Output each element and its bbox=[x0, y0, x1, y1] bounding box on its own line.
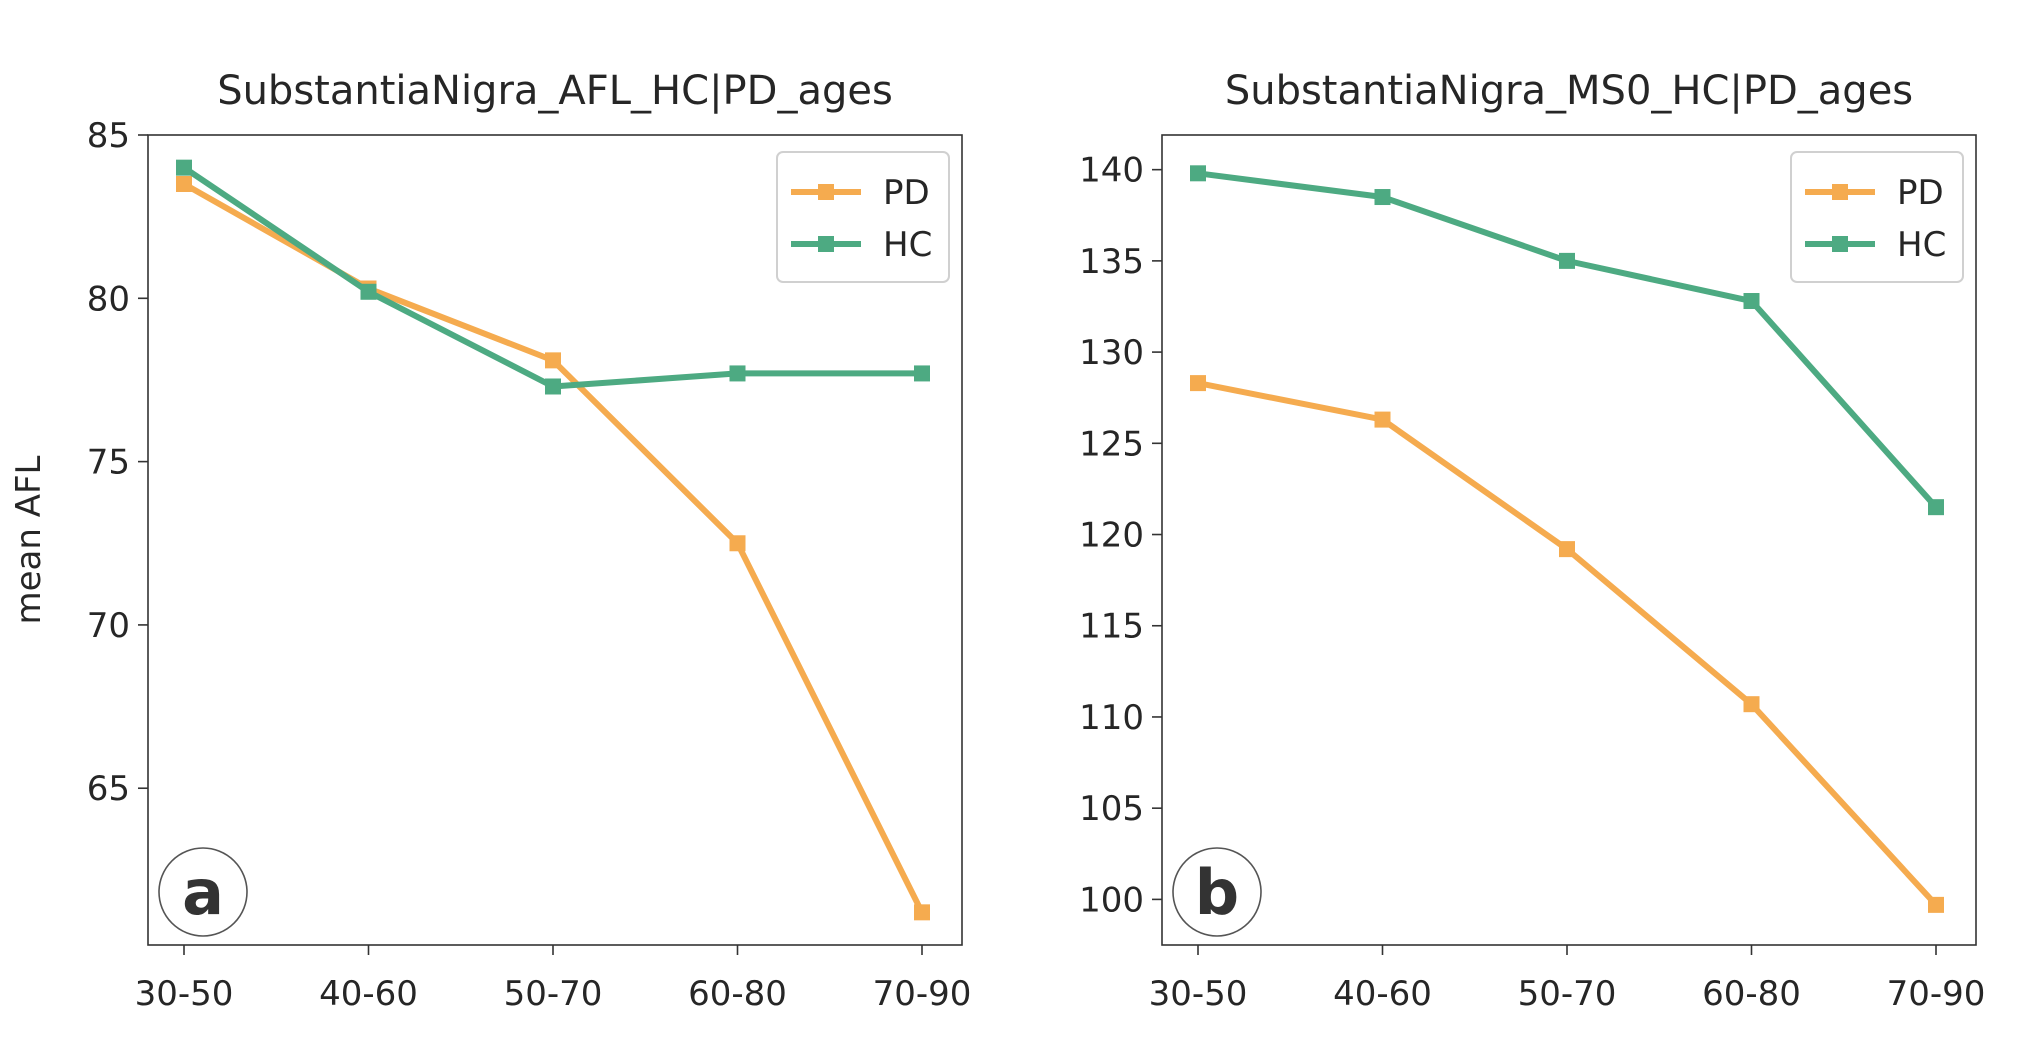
y-tick-label: 85 bbox=[87, 116, 130, 156]
x-tick-label: 60-80 bbox=[1702, 974, 1801, 1014]
x-tick-label: 30-50 bbox=[135, 974, 234, 1014]
y-tick-label: 100 bbox=[1079, 880, 1144, 920]
y-tick-label: 105 bbox=[1079, 789, 1144, 829]
y-tick-label: 135 bbox=[1079, 242, 1144, 282]
data-point-hc bbox=[1190, 165, 1206, 182]
data-point-hc bbox=[1928, 499, 1944, 516]
x-tick-label: 60-80 bbox=[688, 974, 787, 1014]
legend-label-pd: PD bbox=[883, 173, 930, 213]
x-tick-label: 50-70 bbox=[504, 974, 603, 1014]
y-axis-label: mean AFL bbox=[9, 455, 49, 624]
chart-panel-a: SubstantiaNigra_AFL_HC|PD_ages 65 70 75 80 85… bbox=[9, 68, 971, 1014]
x-tick-label: 70-90 bbox=[873, 974, 972, 1014]
x-tick-label: 50-70 bbox=[1518, 974, 1617, 1014]
y-tick-label: 140 bbox=[1079, 151, 1144, 191]
data-point-pd bbox=[1743, 696, 1760, 713]
x-tick-label: 30-50 bbox=[1149, 974, 1248, 1014]
data-point-pd bbox=[1374, 411, 1391, 428]
data-point-hc bbox=[176, 159, 192, 176]
y-tick-label: 70 bbox=[87, 606, 130, 646]
y-tick-label: 80 bbox=[87, 279, 130, 319]
data-point-pd bbox=[545, 352, 561, 369]
data-point-hc bbox=[729, 365, 746, 382]
chart-title: SubstantiaNigra_MS0_HC|PD_ages bbox=[1225, 68, 1913, 114]
legend-marker-pd bbox=[1832, 184, 1848, 200]
panel-letter-badge bbox=[158, 847, 248, 937]
chart-title: SubstantiaNigra_AFL_HC|PD_ages bbox=[217, 68, 893, 114]
data-point-hc bbox=[1743, 293, 1760, 310]
y-tick-label: 65 bbox=[87, 769, 130, 809]
plot-frame bbox=[1161, 134, 1977, 946]
data-point-hc bbox=[1374, 189, 1391, 206]
panel-letter: a bbox=[182, 856, 224, 929]
y-tick-label: 120 bbox=[1079, 516, 1144, 556]
data-point-hc bbox=[914, 365, 930, 382]
legend-label-hc: HC bbox=[1897, 225, 1946, 265]
legend-label-pd: PD bbox=[1897, 173, 1944, 213]
y-tick-label: 125 bbox=[1079, 424, 1144, 464]
panel-letter-badge bbox=[1172, 847, 1262, 937]
y-tick-label: 110 bbox=[1079, 698, 1144, 738]
legend-label-hc: HC bbox=[883, 225, 932, 265]
data-point-hc bbox=[1559, 252, 1575, 269]
data-point-pd bbox=[1559, 541, 1575, 558]
x-tick-label: 70-90 bbox=[1887, 974, 1986, 1014]
chart-panel-b: SubstantiaNigra_MS0_HC|PD_ages 100 105 110 1… bbox=[1079, 68, 1985, 1014]
series-line-pd bbox=[1195, 380, 1939, 908]
legend-marker-hc bbox=[1832, 236, 1848, 252]
series-line-pd bbox=[181, 180, 925, 916]
x-tick-label: 40-60 bbox=[319, 974, 418, 1014]
data-point-pd bbox=[729, 535, 746, 552]
data-point-pd bbox=[1928, 896, 1944, 913]
panel-letter: b bbox=[1195, 856, 1239, 929]
data-point-pd bbox=[1190, 375, 1206, 392]
y-tick-label: 130 bbox=[1079, 333, 1144, 373]
data-point-pd bbox=[914, 904, 930, 921]
x-tick-label: 40-60 bbox=[1333, 974, 1432, 1014]
data-point-hc bbox=[360, 283, 377, 300]
legend-marker-hc bbox=[818, 236, 834, 252]
data-point-pd bbox=[176, 175, 192, 192]
y-tick-label: 115 bbox=[1079, 607, 1144, 647]
data-point-hc bbox=[545, 378, 561, 395]
plot-frame bbox=[147, 134, 963, 946]
legend-marker-pd bbox=[818, 184, 834, 200]
y-tick-label: 75 bbox=[87, 443, 130, 483]
